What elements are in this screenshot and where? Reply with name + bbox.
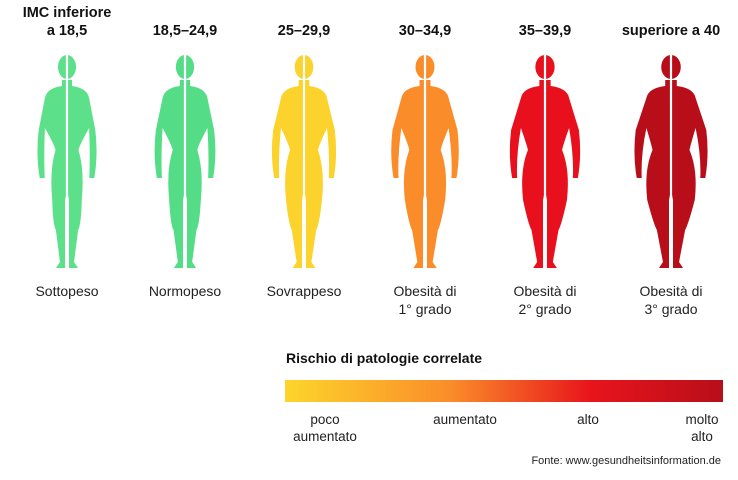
body-figure-icon bbox=[490, 50, 600, 275]
risk-title: Rischio di patologie correlate bbox=[286, 350, 483, 366]
body-figure-icon bbox=[370, 50, 480, 275]
risk-label-high: alto bbox=[577, 412, 599, 427]
bmi-range-label: 30–34,9 bbox=[398, 23, 452, 39]
bmi-range-label: 25–29,9 bbox=[277, 23, 331, 39]
bmi-range-label: 35–39,9 bbox=[518, 23, 572, 39]
risk-label-very-high: molto alto bbox=[685, 412, 719, 444]
body-figure-icon bbox=[616, 50, 726, 275]
body-figure-icon bbox=[12, 50, 122, 275]
body-figure-icon bbox=[130, 50, 240, 275]
bmi-range-label: superiore a 40 bbox=[621, 23, 721, 39]
risk-label-increased: aumentato bbox=[433, 412, 497, 427]
bmi-range-label: 18,5–24,9 bbox=[152, 23, 218, 39]
body-figure-icon bbox=[249, 50, 359, 275]
bmi-category-label: Normopeso bbox=[148, 283, 222, 299]
bmi-category-label: Sottopeso bbox=[35, 283, 99, 299]
bmi-category-label: Obesità di 2° grado bbox=[513, 283, 577, 317]
risk-label-low: poco aumentato bbox=[293, 412, 357, 444]
bmi-category-label: Sovrappeso bbox=[266, 283, 342, 299]
bmi-category-label: Obesità di 1° grado bbox=[393, 283, 457, 317]
bmi-range-label: IMC inferiore a 18,5 bbox=[22, 5, 112, 39]
risk-gradient-bar bbox=[285, 380, 723, 402]
bmi-category-label: Obesità di 3° grado bbox=[639, 283, 703, 317]
source-note: Fonte: www.gesundheitsinformation.de bbox=[531, 455, 721, 467]
